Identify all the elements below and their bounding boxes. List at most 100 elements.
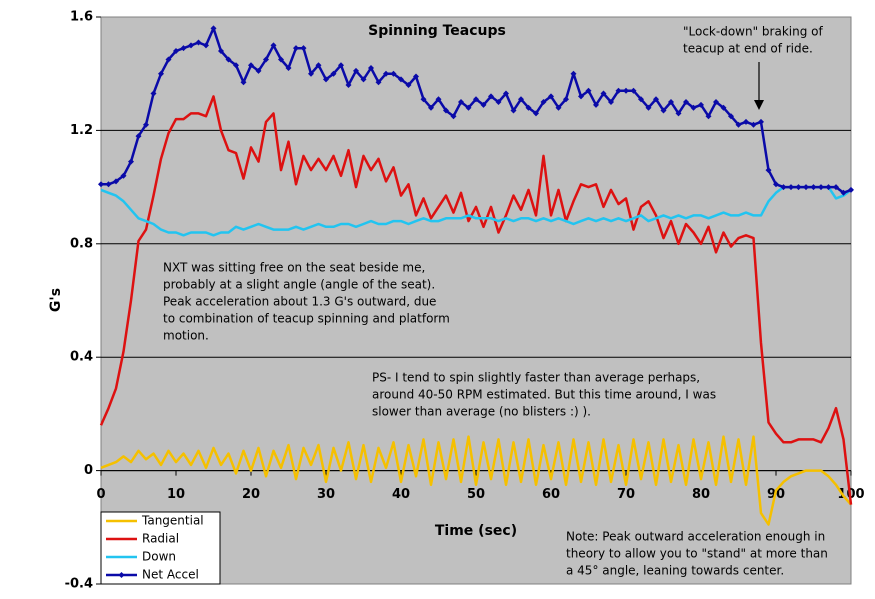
data-point — [525, 104, 532, 111]
data-point — [105, 181, 112, 188]
data-point — [255, 67, 262, 74]
data-point — [608, 99, 614, 106]
annotation: slower than average (no blisters :) ). — [372, 405, 591, 419]
data-point — [548, 93, 554, 100]
data-point — [833, 184, 839, 191]
data-point — [203, 42, 209, 49]
x-axis-label: Time (sec) — [435, 523, 517, 539]
data-point — [480, 101, 487, 108]
annotation: around 40-50 RPM estimated. But this tim… — [372, 388, 716, 402]
legend-items: Tangential Radial Down Net Accel — [106, 514, 204, 582]
data-point — [285, 65, 292, 72]
data-point — [818, 184, 824, 191]
legend-label: Radial — [142, 532, 179, 546]
data-point — [165, 56, 172, 63]
data-point — [623, 87, 629, 94]
data-point — [465, 104, 472, 111]
data-point — [383, 70, 389, 77]
data-point — [593, 101, 599, 108]
data-point — [98, 181, 104, 188]
data-point — [188, 42, 194, 49]
y-tick-label: 0 — [84, 463, 93, 478]
legend-label: Net Accel — [142, 568, 199, 582]
data-point — [428, 104, 434, 111]
data-point — [120, 172, 127, 179]
annotation: to combination of teacup spinning and pl… — [163, 312, 450, 326]
data-point — [668, 99, 674, 106]
lines — [98, 25, 854, 526]
data-point — [848, 186, 854, 193]
series-line — [99, 95, 853, 505]
data-point — [135, 133, 142, 140]
data-point — [195, 39, 202, 46]
annotation: "Lock-down" braking of — [683, 25, 823, 39]
data-point — [720, 104, 727, 111]
data-point — [788, 184, 794, 191]
data-point — [128, 158, 134, 165]
data-point — [263, 56, 269, 63]
data-point — [765, 167, 772, 174]
data-point — [113, 178, 119, 185]
data-point — [825, 184, 832, 191]
data-point — [780, 184, 787, 191]
data-point — [300, 45, 307, 52]
series-line — [100, 435, 852, 526]
annotation: NXT was sitting free on the seat beside … — [163, 261, 425, 275]
data-point — [533, 110, 539, 117]
data-point — [503, 90, 509, 97]
annotation: PS- I tend to spin slightly faster than … — [372, 371, 700, 385]
data-point — [600, 90, 607, 97]
data-point — [368, 65, 374, 72]
data-point — [705, 113, 712, 120]
data-point — [143, 121, 149, 128]
data-point — [615, 87, 622, 94]
chart-title: Spinning Teacups — [368, 23, 506, 39]
y-tick-label: 0.4 — [70, 350, 93, 365]
annotation: probably at a slight angle (angle of the… — [163, 278, 435, 292]
data-point — [518, 96, 524, 103]
y-tick-label: 0.8 — [70, 236, 93, 251]
data-point — [158, 70, 164, 77]
x-tick-label: 50 — [467, 487, 485, 502]
x-tick-label: 10 — [167, 487, 185, 502]
legend — [100, 511, 221, 585]
annotation: motion. — [163, 329, 209, 343]
y-tick-label: -0.4 — [65, 577, 93, 592]
data-point — [345, 82, 352, 89]
data-point — [353, 67, 359, 74]
data-point — [248, 62, 254, 69]
annotation: theory to allow you to "stand" at more t… — [566, 547, 828, 561]
data-point — [698, 101, 704, 108]
data-point — [278, 56, 284, 63]
legend-marker — [118, 572, 125, 578]
data-point — [435, 96, 442, 103]
data-point — [225, 56, 232, 63]
annotation: a 45° angle, leaning towards center. — [566, 564, 784, 578]
x-tick-label: 30 — [317, 487, 335, 502]
annotation: Note: Peak outward acceleration enough i… — [566, 530, 825, 544]
x-tick-label: 40 — [392, 487, 410, 502]
data-point — [473, 96, 479, 103]
data-point — [450, 113, 457, 120]
data-point — [563, 96, 569, 103]
data-point — [585, 87, 592, 94]
data-point — [405, 82, 412, 89]
x-tick-label: 80 — [692, 487, 710, 502]
data-point — [735, 121, 742, 128]
data-point — [570, 70, 577, 77]
y-axis-label: G's — [48, 288, 64, 312]
data-point — [675, 110, 682, 117]
data-point — [233, 62, 239, 69]
data-point — [728, 113, 734, 120]
legend-label: Tangential — [141, 514, 204, 528]
data-point — [773, 181, 779, 188]
annotations: "Lock-down" braking of teacup at end of r… — [163, 25, 828, 578]
data-point — [420, 96, 427, 103]
data-point — [458, 99, 464, 106]
data-point — [510, 107, 517, 114]
data-point — [210, 25, 217, 32]
data-point — [758, 118, 764, 125]
data-point — [495, 99, 502, 106]
annotation: Peak acceleration about 1.3 G's outward,… — [163, 295, 436, 309]
